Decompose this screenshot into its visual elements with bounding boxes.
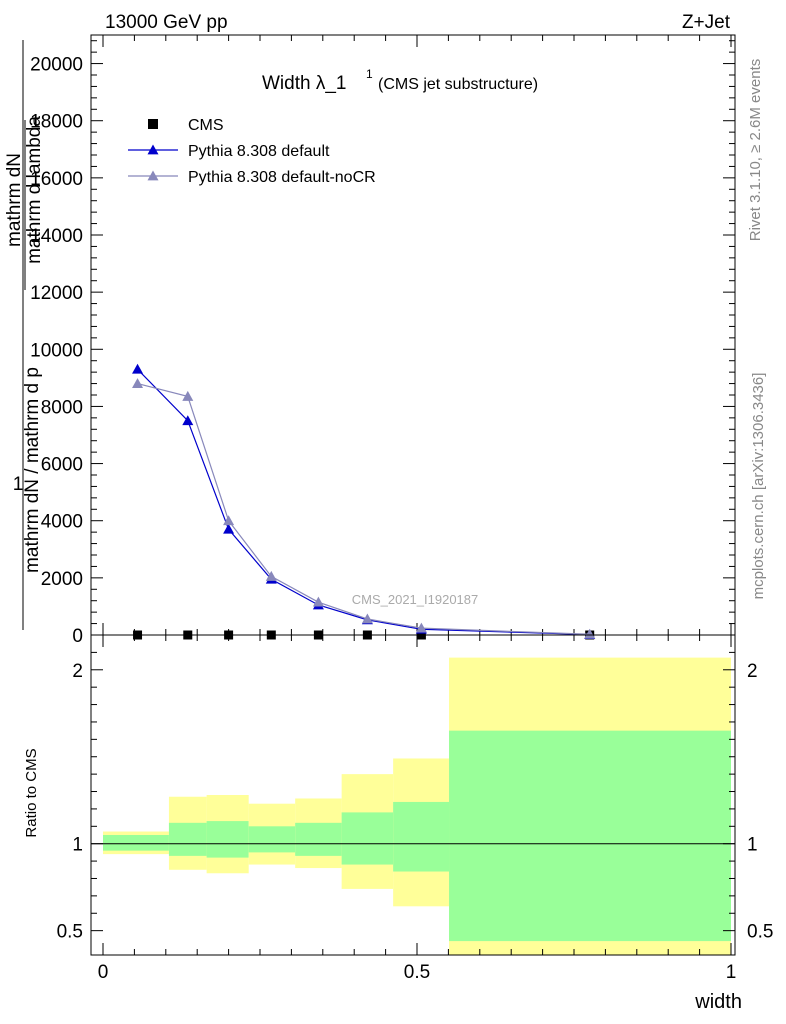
- main-panel: 0 2000 4000 6000 8000 10000 12000 14000 16000 180…: [4, 34, 736, 647]
- ratio-ytick-label-left: 0.5: [57, 922, 83, 943]
- main-y-tick-labels: 0 2000 4000 6000 8000 10000 12000 14000 16000 180…: [30, 55, 83, 647]
- main-ytick-label: 14000: [30, 226, 83, 247]
- legend-marker-cms: [148, 119, 158, 129]
- watermark: CMS_2021_I1920187: [352, 592, 479, 607]
- main-ytick-label: 2000: [41, 569, 83, 590]
- ratio-band-green: [103, 835, 169, 851]
- ratio-panel: 0.5 0.51 12 2 0 0.5 1 Ratio to CMS width: [23, 634, 774, 1013]
- x-tick-labels: 0 0.5 1: [98, 962, 737, 983]
- ratio-band-green: [206, 821, 249, 858]
- ratio-ytick-label-left: 2: [72, 661, 83, 682]
- ratio-ytick-label-left: 1: [72, 835, 83, 856]
- y-label-one: 1: [13, 474, 24, 495]
- rivet-label: Rivet 3.1.10, ≥ 2.6M events: [747, 59, 764, 242]
- series-line-2: [137, 382, 590, 635]
- main-ytick-label: 6000: [41, 455, 83, 476]
- x-tick-label: 0.5: [404, 962, 430, 983]
- series-2-point: [584, 628, 596, 639]
- series-2-point: [415, 622, 427, 633]
- ratio-band-green: [248, 826, 296, 853]
- main-ytick-label: 8000: [41, 397, 83, 418]
- series-2-point: [265, 570, 277, 581]
- title-superscript: 1: [366, 67, 373, 81]
- main-ytick-label: 18000: [30, 112, 83, 133]
- y-label-denominator: mathrm dN / mathrm d p: [22, 367, 43, 573]
- y-label-inner-denominator: mathrm d lambda: [24, 116, 45, 264]
- series-2-point: [182, 390, 194, 401]
- series-2-point: [312, 596, 324, 607]
- main-axis-ticks: [91, 35, 735, 636]
- main-ytick-label: 4000: [41, 512, 83, 533]
- ratio-band-green: [393, 801, 450, 872]
- header-left: 13000 GeV pp: [105, 12, 228, 33]
- ratio-ytick-label-right: 2: [747, 661, 758, 682]
- legend-label-2: Pythia 8.308 default-noCR: [188, 169, 376, 186]
- legend-label-0: CMS: [188, 117, 224, 134]
- main-ytick-label: 10000: [30, 340, 83, 361]
- header-right: Z+Jet: [682, 12, 731, 33]
- title-subtitle: (CMS jet substructure): [378, 76, 538, 93]
- ratio-y-label: Ratio to CMS: [23, 748, 40, 837]
- ratio-ytick-label-right: 1: [747, 835, 758, 856]
- legend-marker-1: [147, 144, 159, 155]
- series-2-point: [223, 515, 235, 526]
- ratio-band-green: [449, 730, 731, 942]
- ratio-band-green: [168, 822, 207, 856]
- title: Width λ_1 1 (CMS jet substructure): [262, 67, 538, 94]
- legend-marker-2: [147, 170, 159, 181]
- main-ytick-label: 16000: [30, 169, 83, 190]
- y-label-numerator-top: mathrm dN: [4, 153, 25, 247]
- ratio-frame: [90, 634, 736, 956]
- main-ytick-label: 12000: [30, 283, 83, 304]
- legend: CMS Pythia 8.308 default Pythia 8.308 defa…: [128, 117, 376, 186]
- series-2-point: [361, 613, 373, 624]
- mcplots-label: mcplots.cern.ch [arXiv:1306.3436]: [750, 373, 767, 600]
- x-tick-label: 1: [726, 962, 737, 983]
- x-axis-label: width: [694, 991, 742, 1013]
- series-1-point: [223, 523, 235, 534]
- ratio-axis-ticks: [91, 635, 735, 955]
- ratio-band-green: [295, 822, 342, 856]
- title-main: Width λ_1: [262, 73, 346, 94]
- main-ytick-label: 20000: [30, 55, 83, 76]
- x-tick-label: 0: [98, 962, 109, 983]
- ratio-ytick-label-right: 0.5: [747, 922, 773, 943]
- series-2-point: [132, 378, 144, 388]
- series-line-1: [137, 368, 590, 636]
- y-axis-label: 1 mathrm dN / mathrm d p mathrm dN mathr…: [4, 40, 45, 630]
- legend-label-1: Pythia 8.308 default: [188, 143, 330, 160]
- series-1-point: [182, 415, 194, 426]
- main-ytick-label: 0: [72, 626, 83, 647]
- ratio-y-tick-labels: 0.5 0.5 1 1 2 2: [57, 661, 774, 943]
- ratio-bands: [91, 657, 735, 955]
- ratio-band-green: [341, 812, 394, 865]
- series-1-point: [132, 363, 144, 374]
